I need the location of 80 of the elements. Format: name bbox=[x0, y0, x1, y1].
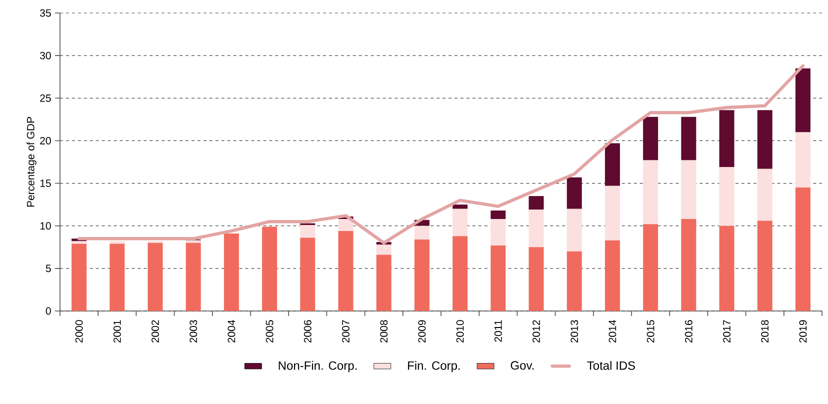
bar bbox=[795, 68, 810, 132]
bar bbox=[414, 226, 430, 240]
bar bbox=[186, 242, 201, 311]
bar bbox=[681, 219, 696, 311]
x-tick-label: 2000 bbox=[75, 320, 83, 343]
x-tick-label: 2017 bbox=[723, 320, 730, 343]
x-tick-label: 2008 bbox=[380, 320, 388, 343]
x-tick-label: 2009 bbox=[418, 320, 426, 343]
bar bbox=[376, 244, 392, 255]
bar bbox=[566, 177, 582, 209]
legend-label: Fin. Corp. bbox=[408, 360, 460, 372]
bar bbox=[643, 224, 658, 311]
legend-label: Gov. bbox=[510, 361, 534, 370]
bar bbox=[72, 241, 87, 244]
x-tick-label: 2013 bbox=[570, 320, 578, 343]
bar bbox=[186, 240, 201, 243]
y-tick-label: 20 bbox=[40, 137, 51, 144]
bar bbox=[528, 196, 544, 210]
x-tick-label: 2012 bbox=[532, 320, 540, 343]
bar bbox=[338, 219, 354, 231]
bar bbox=[300, 238, 316, 311]
bar bbox=[681, 160, 696, 220]
x-tick-label: 2005 bbox=[266, 320, 274, 343]
y-tick-label: 25 bbox=[40, 94, 51, 102]
bar bbox=[604, 186, 620, 240]
x-tick-label: 2010 bbox=[456, 320, 464, 343]
bar bbox=[681, 116, 696, 160]
bar bbox=[490, 245, 506, 311]
y-tick-label: 15 bbox=[40, 180, 51, 187]
bar bbox=[224, 234, 239, 311]
y-tick-label: 30 bbox=[40, 52, 51, 60]
bar bbox=[757, 220, 772, 311]
y-axis-title: Percentage of GDP bbox=[26, 117, 36, 207]
bar bbox=[604, 240, 620, 311]
bar bbox=[643, 116, 658, 160]
x-tick-label: 2001 bbox=[113, 320, 121, 343]
bar bbox=[148, 242, 163, 311]
bar bbox=[528, 210, 544, 248]
bar bbox=[452, 236, 468, 311]
y-tick-label: 5 bbox=[46, 264, 51, 272]
y-tick-label: 35 bbox=[40, 9, 51, 17]
x-tick-label: 2019 bbox=[799, 320, 807, 343]
x-tick-label: 2002 bbox=[152, 320, 159, 343]
bar bbox=[452, 208, 468, 236]
bar bbox=[376, 254, 392, 311]
x-tick-label: 2011 bbox=[494, 320, 502, 342]
bar bbox=[719, 110, 734, 168]
bar bbox=[414, 239, 430, 311]
x-tick-label: 2006 bbox=[304, 320, 312, 343]
bar bbox=[757, 110, 772, 169]
x-tick-label: 2018 bbox=[761, 320, 769, 343]
bar bbox=[528, 247, 544, 311]
bar bbox=[795, 188, 810, 311]
x-tick-label: 2014 bbox=[608, 320, 616, 343]
bar bbox=[262, 226, 278, 311]
y-tick-label: 0 bbox=[46, 307, 51, 315]
bar bbox=[757, 168, 772, 221]
bar bbox=[566, 251, 582, 311]
y-tick-label: 10 bbox=[40, 222, 51, 230]
bar bbox=[490, 219, 506, 246]
bar bbox=[566, 208, 582, 252]
x-tick-label: 2016 bbox=[684, 320, 692, 343]
bar bbox=[300, 225, 316, 238]
bar bbox=[604, 143, 620, 186]
bar bbox=[110, 244, 125, 311]
bar bbox=[452, 204, 468, 209]
x-tick-label: 2003 bbox=[190, 320, 198, 343]
bar bbox=[72, 244, 87, 311]
bar bbox=[795, 132, 810, 188]
bar bbox=[643, 160, 658, 224]
bar bbox=[719, 167, 734, 226]
legend-label: Non-Fin. Corp. bbox=[278, 360, 357, 372]
bar bbox=[338, 230, 354, 311]
bar bbox=[110, 241, 125, 244]
bar bbox=[490, 210, 506, 220]
x-tick-label: 2004 bbox=[228, 320, 236, 343]
x-tick-label: 2015 bbox=[646, 320, 654, 343]
legend-label: Total IDS bbox=[587, 360, 635, 370]
bar bbox=[719, 226, 734, 311]
x-tick-label: 2007 bbox=[342, 320, 350, 343]
